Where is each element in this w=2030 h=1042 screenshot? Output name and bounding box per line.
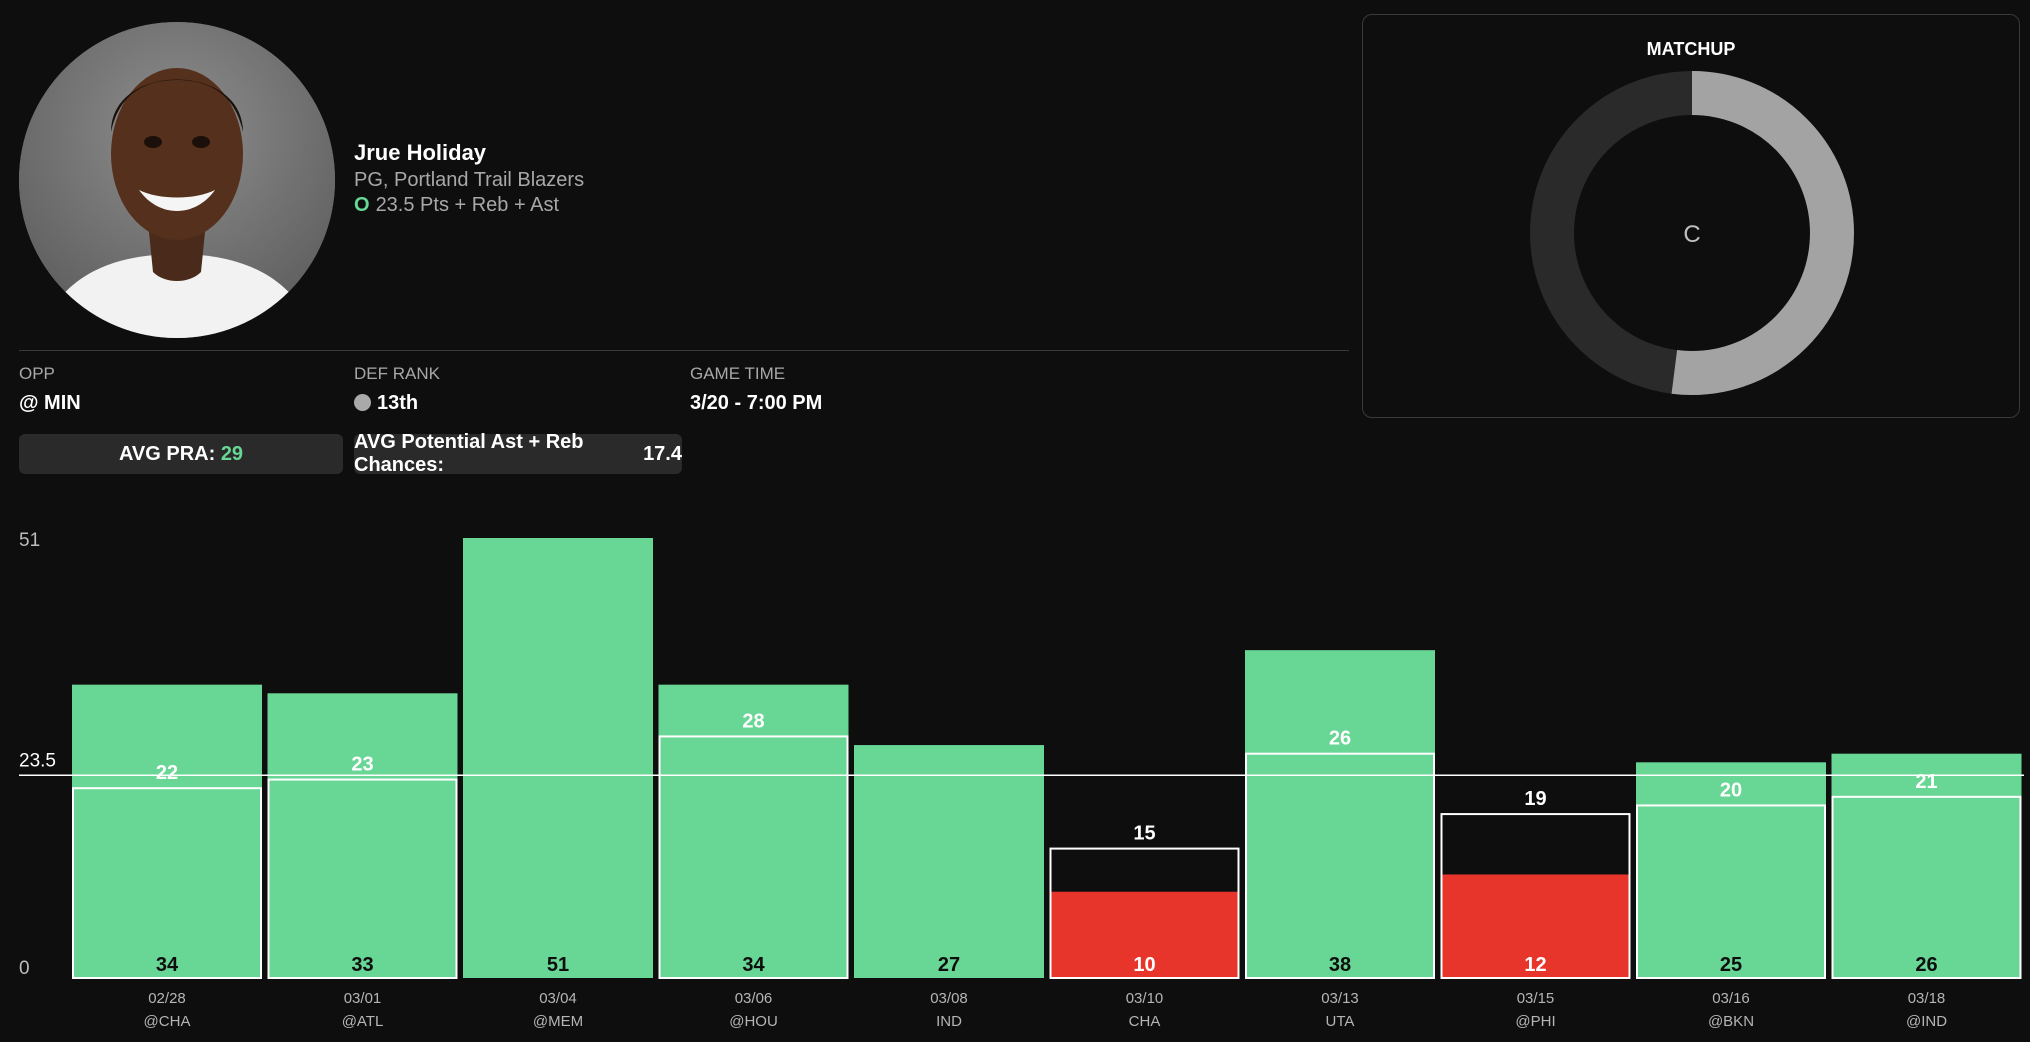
secondary-bar-outline (1636, 804, 1826, 980)
header-divider (19, 350, 1349, 351)
avg-chances-value: 17.4 (643, 442, 682, 465)
y-tick-label: 51 (19, 530, 40, 551)
secondary-bar-outline (1440, 813, 1631, 979)
bar (1831, 753, 2022, 978)
opp-label: OPP (19, 364, 55, 383)
bar (1636, 762, 1826, 978)
secondary-value-label: 22 (156, 762, 178, 784)
bar-value-label: 25 (1720, 954, 1742, 976)
avg-pra-value: 29 (220, 442, 244, 465)
player-position-team: PG, Portland Trail Blazers (354, 169, 585, 191)
x-tick-label-date: 03/08 (930, 990, 968, 1007)
secondary-value-label: 26 (1329, 728, 1351, 750)
secondary-value-label: 19 (1524, 788, 1546, 810)
secondary-bar-outline (1049, 847, 1240, 980)
avg-chances-label: AVG Potential Ast + Reb Chances: (354, 431, 584, 476)
x-tick-label-date: 02/28 (148, 990, 186, 1007)
x-tick-label-opponent: @CHA (144, 1013, 191, 1030)
matchup-title: MATCHUP (1646, 39, 1736, 59)
bar (267, 693, 458, 978)
game-time-label: GAME TIME (690, 364, 786, 383)
def-rank-value: 13th (354, 392, 418, 415)
donut-fill (1530, 71, 1854, 395)
bar-value-label: 34 (742, 954, 765, 976)
secondary-bar-outline (1831, 795, 2022, 980)
game-time-value: 3/20 - 7:00 PM (690, 392, 823, 414)
secondary-value-label: 21 (1915, 771, 1937, 793)
x-tick-label-opponent: @HOU (729, 1013, 778, 1030)
x-tick-label-date: 03/16 (1712, 990, 1750, 1007)
x-tick-label-opponent: CHA (1129, 1013, 1161, 1030)
secondary-bar-outline (1245, 752, 1435, 979)
avg-pra-pill: AVG PRA: 29 (19, 434, 343, 474)
x-tick-label-opponent: @MEM (533, 1013, 583, 1030)
bar-value-label: 34 (156, 954, 179, 976)
opp-value: @ MIN (19, 392, 81, 414)
bar-value-label: 27 (938, 954, 960, 976)
x-tick-label-date: 03/10 (1126, 990, 1164, 1007)
x-tick-label-date: 03/15 (1517, 990, 1555, 1007)
bar-value-label: 12 (1524, 954, 1546, 976)
x-tick-label-opponent: IND (936, 1013, 962, 1030)
matchup-card: MATCHUP C (1362, 14, 2020, 418)
secondary-bar-outline (658, 735, 849, 980)
player-prop: O 23.5 Pts + Reb + Ast (354, 194, 559, 217)
secondary-value-label: 20 (1720, 779, 1742, 801)
rank-dot-icon (354, 394, 371, 411)
x-tick-label-date: 03/13 (1321, 990, 1359, 1007)
bar-value-label: 33 (351, 954, 373, 976)
secondary-bar-outline (267, 778, 458, 979)
x-tick-label-opponent: UTA (1326, 1013, 1355, 1030)
bar-value-label: 51 (547, 954, 569, 976)
matchup-donut: C (1530, 71, 1854, 395)
avg-chances-pill: AVG Potential Ast + Reb Chances: 17.4 (354, 431, 682, 476)
prop-text: 23.5 Pts + Reb + Ast (375, 194, 560, 216)
player-avatar (19, 22, 335, 338)
x-tick-label-opponent: @ATL (342, 1013, 384, 1030)
secondary-value-label: 23 (351, 754, 373, 776)
def-rank-label: DEF RANK (354, 364, 440, 383)
secondary-value-label: 15 (1133, 823, 1155, 845)
y-tick-label: 0 (19, 958, 30, 979)
prop-line-label: 23.5 (19, 750, 56, 771)
bar (72, 684, 262, 978)
bar (658, 684, 849, 978)
bar-value-label: 38 (1329, 954, 1351, 976)
bar (1440, 874, 1631, 978)
x-tick-label-opponent: @BKN (1708, 1013, 1754, 1030)
x-tick-label-opponent: @IND (1906, 1013, 1947, 1030)
bar (1245, 650, 1435, 978)
prop-side: O (354, 194, 370, 216)
bar-value-label: 26 (1915, 954, 1937, 976)
x-tick-label-date: 03/01 (344, 990, 382, 1007)
avg-pra-label: AVG PRA: (118, 442, 216, 465)
x-tick-label-date: 03/04 (539, 990, 577, 1007)
bar (463, 538, 653, 978)
bar-value-label: 10 (1133, 954, 1155, 976)
bar (1049, 891, 1240, 978)
x-tick-label-opponent: @PHI (1515, 1013, 1555, 1030)
matchup-grade: C (1683, 221, 1700, 248)
player-photo (19, 22, 335, 338)
def-rank-text: 13th (377, 392, 419, 414)
secondary-value-label: 28 (742, 710, 764, 732)
secondary-bar-outline (72, 787, 262, 980)
x-tick-label-date: 03/06 (735, 990, 773, 1007)
x-tick-label-date: 03/18 (1908, 990, 1946, 1007)
player-name: Jrue Holiday (354, 140, 487, 165)
bar (854, 745, 1044, 978)
